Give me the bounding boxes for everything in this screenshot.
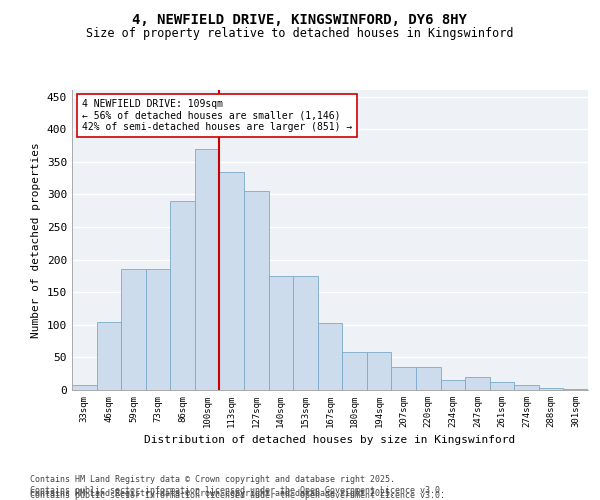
- Text: Contains HM Land Registry data © Crown copyright and database right 2025.: Contains HM Land Registry data © Crown c…: [30, 475, 395, 484]
- Bar: [490, 382, 514, 390]
- Bar: [170, 201, 195, 390]
- Bar: [220, 172, 244, 390]
- Bar: [146, 270, 170, 390]
- Bar: [465, 377, 490, 390]
- Bar: [539, 388, 563, 390]
- X-axis label: Distribution of detached houses by size in Kingswinford: Distribution of detached houses by size …: [145, 436, 515, 446]
- Bar: [514, 385, 539, 390]
- Bar: [563, 388, 588, 390]
- Bar: [367, 352, 391, 390]
- Text: Contains public sector information licensed under the Open Government Licence v3: Contains public sector information licen…: [30, 486, 445, 495]
- Bar: [72, 385, 97, 390]
- Bar: [269, 276, 293, 390]
- Bar: [97, 322, 121, 390]
- Text: Contains HM Land Registry data © Crown copyright and database right 2025.: Contains HM Land Registry data © Crown c…: [30, 488, 395, 498]
- Bar: [121, 270, 146, 390]
- Text: 4, NEWFIELD DRIVE, KINGSWINFORD, DY6 8HY: 4, NEWFIELD DRIVE, KINGSWINFORD, DY6 8HY: [133, 12, 467, 26]
- Text: Contains public sector information licensed under the Open Government Licence v3: Contains public sector information licen…: [30, 491, 445, 500]
- Bar: [342, 352, 367, 390]
- Bar: [318, 323, 342, 390]
- Bar: [244, 191, 269, 390]
- Bar: [391, 367, 416, 390]
- Y-axis label: Number of detached properties: Number of detached properties: [31, 142, 41, 338]
- Bar: [440, 380, 465, 390]
- Bar: [416, 367, 440, 390]
- Bar: [195, 148, 220, 390]
- Text: Size of property relative to detached houses in Kingswinford: Size of property relative to detached ho…: [86, 28, 514, 40]
- Text: 4 NEWFIELD DRIVE: 109sqm
← 56% of detached houses are smaller (1,146)
42% of sem: 4 NEWFIELD DRIVE: 109sqm ← 56% of detach…: [82, 99, 353, 132]
- Bar: [293, 276, 318, 390]
